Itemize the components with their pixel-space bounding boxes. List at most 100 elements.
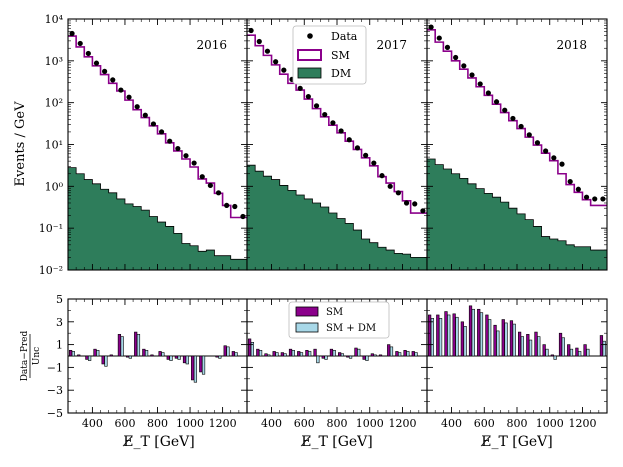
data-point — [461, 63, 467, 69]
pull-bar-sm — [518, 331, 522, 357]
y-tick-label: 10³ — [45, 55, 63, 68]
y-tick-label: 10⁰ — [45, 180, 64, 193]
data-point — [469, 72, 475, 78]
data-point — [371, 160, 377, 166]
pull-bar-smdm — [71, 351, 75, 357]
data-point — [150, 121, 157, 127]
pull-bar-smdm — [528, 339, 533, 357]
x-axis-label-2: E̸_T [GeV] — [300, 434, 372, 450]
legend-sm-label: SM — [331, 49, 350, 62]
lower-y-axis-label-numerator: Data−Pred — [20, 330, 30, 381]
pull-bar-sm — [248, 338, 252, 357]
pull-bar-sm — [231, 351, 235, 357]
pull-y-tick-label: −1 — [47, 361, 63, 374]
dm-histogram-2018 — [426, 158, 608, 271]
data-point — [493, 99, 500, 105]
data-point — [387, 183, 393, 189]
x-tick-label: 600 — [474, 417, 495, 430]
pull-y-tick-label: −5 — [47, 407, 63, 420]
pull-bar-sm — [362, 355, 366, 360]
lower-legend: SM SM + DM — [288, 301, 390, 339]
pull-bar-sm — [338, 352, 342, 357]
data-point — [158, 129, 165, 135]
pull-bar-sm — [452, 313, 456, 357]
data-point — [142, 112, 148, 118]
pull-bar-sm — [370, 353, 374, 357]
pull-bar-sm — [142, 348, 146, 357]
legend-dm-swatch — [297, 67, 322, 79]
pull-bar-sm — [329, 348, 334, 357]
pull-bar-sm — [583, 344, 587, 357]
data-point — [526, 132, 532, 138]
pull-bar-smdm — [177, 355, 181, 360]
pull-bar-smdm — [578, 351, 582, 357]
sm-histogram-2016 — [68, 35, 247, 219]
pull-bar-sm — [182, 355, 187, 364]
year-label-2018: 2018 — [556, 38, 587, 52]
pull-bar-sm — [378, 354, 383, 357]
x-tick-label: 1000 — [356, 417, 384, 430]
pull-bar-smdm — [275, 352, 279, 357]
pull-bar-sm — [534, 331, 538, 357]
data-point — [264, 48, 271, 54]
pull-bar-smdm — [88, 355, 92, 361]
pull-bar-sm — [166, 355, 170, 360]
x-tick-label: 800 — [327, 417, 348, 430]
data-point — [297, 85, 303, 91]
pull-bar-smdm — [299, 352, 304, 357]
pull-bar-smdm — [161, 352, 165, 357]
data-point — [575, 186, 581, 192]
pull-y-tick-label: 5 — [56, 293, 63, 306]
pull-bar-sm — [191, 355, 195, 381]
pull-bar-sm — [501, 319, 505, 357]
data-point — [240, 213, 246, 220]
pull-bar-smdm — [120, 336, 124, 357]
pull-bar-sm — [223, 345, 227, 357]
data-point — [110, 77, 116, 83]
data-point — [551, 155, 557, 161]
pull-bar-sm — [387, 344, 391, 357]
pull-bar-sm — [526, 334, 530, 357]
y-tick-label: 10¹ — [45, 139, 63, 152]
pull-bar-sm — [558, 332, 563, 357]
pull-bar-sm — [256, 348, 260, 357]
legend-pull-sm-label: SM — [326, 307, 343, 318]
legend-pull-smdm-swatch — [295, 322, 319, 333]
upper-panel-2017: 2017 — [246, 18, 428, 271]
pull-bar-smdm — [512, 323, 516, 357]
pull-bar-sm — [468, 305, 473, 357]
data-point — [134, 104, 140, 110]
data-point — [224, 202, 230, 209]
dm-histogram-2016 — [67, 167, 248, 271]
data-point — [567, 178, 573, 185]
x-axis-label-1: E̸_T [GeV] — [122, 434, 194, 450]
data-point — [502, 107, 508, 113]
pull-bar-smdm — [414, 352, 418, 357]
pull-bar-smdm — [447, 314, 451, 357]
pull-bar-smdm — [520, 336, 525, 357]
pull-bar-smdm — [455, 316, 459, 357]
data-point — [403, 200, 410, 206]
x-tick-label: 600 — [114, 417, 135, 430]
pull-bar-smdm — [291, 349, 295, 357]
y-tick-label: 10⁻² — [39, 264, 63, 277]
pull-bar-sm — [93, 348, 97, 357]
pull-bar-sm — [215, 355, 219, 358]
upper-panel-2018: 2018 — [426, 18, 608, 271]
data-point — [379, 173, 385, 179]
data-point — [77, 40, 83, 47]
pull-bar-smdm — [169, 355, 173, 361]
pull-bar-smdm — [348, 355, 353, 359]
data-point — [175, 145, 181, 152]
pull-bar-sm — [199, 355, 203, 373]
data-point — [102, 68, 108, 74]
pull-bar-smdm — [234, 352, 238, 357]
data-point — [248, 27, 254, 34]
upper-panels: 2016 2017 2018 10⁻² 10⁻¹ 10⁰ 10¹ 10² 10³ 10⁴ — [39, 13, 608, 277]
pull-bar-smdm — [283, 353, 287, 357]
data-point — [207, 182, 213, 189]
pull-bar-smdm — [96, 349, 100, 357]
legend-data-marker — [307, 33, 313, 39]
legend-sm-swatch — [297, 49, 322, 61]
